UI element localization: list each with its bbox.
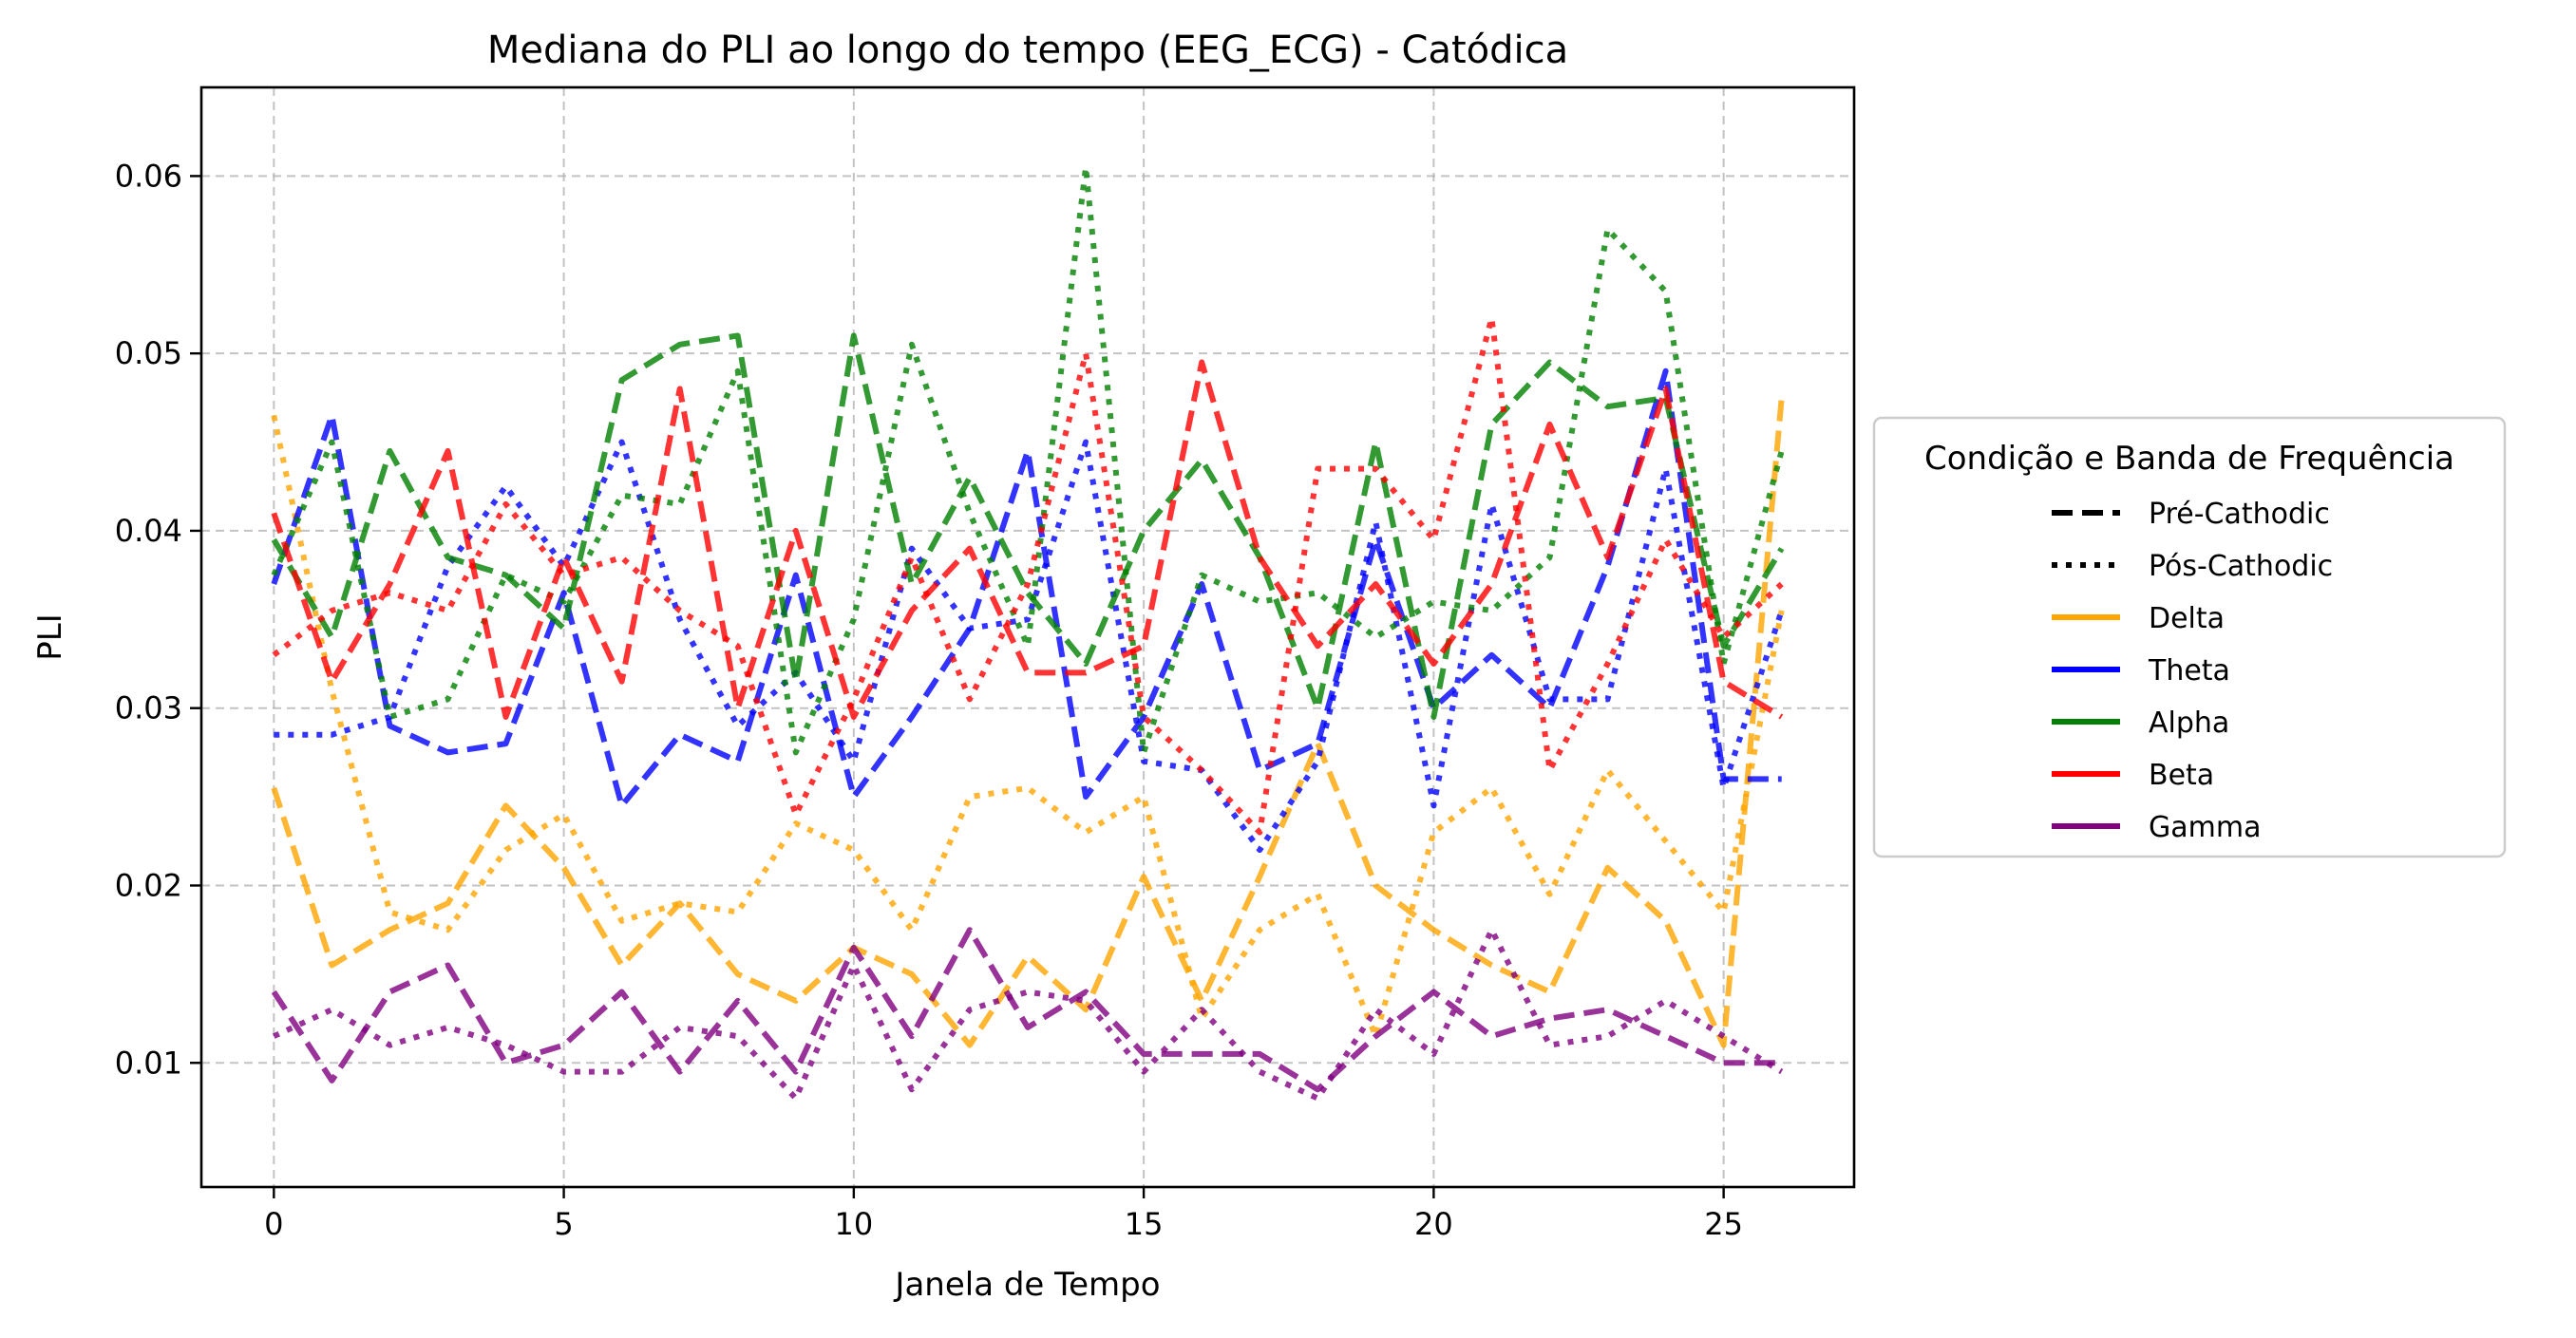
y-tick-label: 0.02 <box>115 867 182 903</box>
x-tick-label: 25 <box>1704 1206 1743 1242</box>
y-tick-label: 0.03 <box>115 690 182 726</box>
x-tick-label: 0 <box>264 1206 283 1242</box>
series-lines <box>271 164 1785 1102</box>
legend-label: Theta <box>2148 654 2230 688</box>
series-delta-pre-line <box>271 397 1785 1048</box>
legend: Condição e Banda de Frequência Pré-Catho… <box>1872 416 2507 858</box>
legend-entries: Pré-Cathodic Pós-Cathodic Delta Theta Alpha B… <box>2052 498 2333 844</box>
plot-area-frame <box>199 85 1856 1189</box>
y-axis-label: PLI <box>31 613 69 660</box>
series-gamma-pos-line <box>273 927 1784 1102</box>
chart-title: Mediana do PLI ao longo do tempo (EEG_EC… <box>487 28 1568 72</box>
series-beta-pos-line <box>272 314 1784 836</box>
legend-label: Gamma <box>2149 811 2261 844</box>
x-tick-label: 5 <box>554 1206 573 1242</box>
legend-label: Beta <box>2149 759 2214 792</box>
x-tick-label: 15 <box>1125 1206 1164 1242</box>
series-beta-pre-line <box>271 359 1784 720</box>
legend-title: Condição e Banda de Frequência <box>1924 440 2454 478</box>
series-alpha-pos-line <box>271 164 1785 756</box>
y-axis-ticks: 0.01 0.02 0.03 0.04 0.05 0.06 <box>115 158 201 1081</box>
x-axis-ticks: 0 5 10 15 20 25 <box>264 1187 1743 1242</box>
y-tick-label: 0.06 <box>115 158 182 194</box>
legend-label: Pós-Cathodic <box>2149 550 2333 583</box>
x-axis-label: Janela de Tempo <box>893 1266 1160 1304</box>
x-tick-label: 20 <box>1414 1206 1453 1242</box>
legend-label: Alpha <box>2149 707 2229 740</box>
y-tick-label: 0.05 <box>115 335 182 371</box>
legend-box <box>1872 416 2507 858</box>
y-tick-label: 0.01 <box>115 1045 182 1081</box>
y-tick-label: 0.04 <box>115 513 182 549</box>
legend-label: Delta <box>2149 602 2225 635</box>
legend-label: Pré-Cathodic <box>2149 498 2330 531</box>
x-tick-label: 10 <box>834 1206 873 1242</box>
series-theta-pre-line <box>271 367 1782 809</box>
